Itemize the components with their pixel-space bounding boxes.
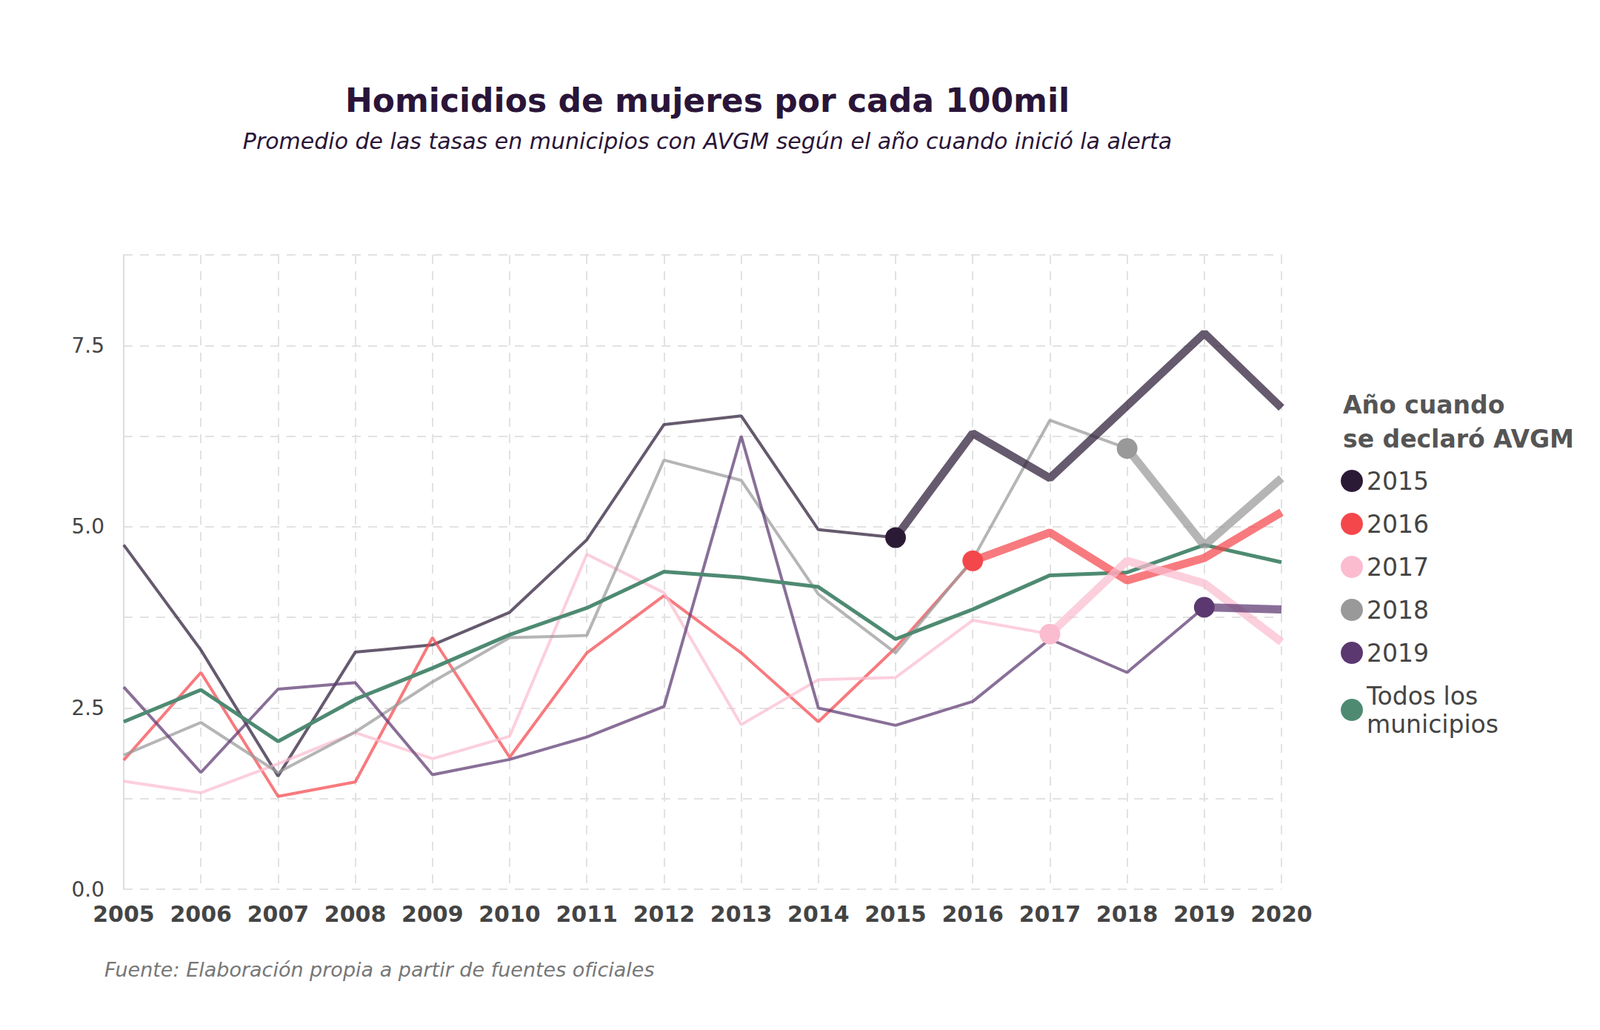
svg-text:2010: 2010	[478, 900, 541, 927]
svg-text:2017: 2017	[1366, 552, 1429, 582]
svg-text:2015: 2015	[1366, 466, 1429, 496]
svg-text:2015: 2015	[864, 900, 927, 927]
svg-text:Homicidios de mujeres por cada: Homicidios de mujeres por cada 100mil	[345, 81, 1070, 120]
svg-text:2019: 2019	[1366, 638, 1429, 668]
svg-text:2006: 2006	[169, 900, 232, 927]
svg-text:0.0: 0.0	[71, 877, 105, 902]
svg-text:5.0: 5.0	[71, 514, 105, 539]
svg-text:se declaró AVGM: se declaró AVGM	[1342, 424, 1575, 454]
svg-text:Todos los: Todos los	[1365, 681, 1486, 711]
svg-text:Año cuando: Año cuando	[1342, 390, 1505, 420]
svg-text:2018: 2018	[1096, 900, 1159, 927]
svg-text:2020: 2020	[1250, 900, 1313, 927]
svg-text:7.5: 7.5	[71, 333, 105, 358]
svg-text:municipios: municipios	[1366, 709, 1499, 739]
svg-text:2016: 2016	[941, 900, 1004, 927]
svg-text:2014: 2014	[787, 900, 850, 927]
svg-text:2019: 2019	[1173, 900, 1236, 927]
svg-text:2008: 2008	[324, 900, 386, 927]
svg-text:Fuente: Elaboración propia a p: Fuente: Elaboración propia a partir de f…	[104, 957, 655, 981]
svg-text:2018: 2018	[1366, 595, 1429, 625]
svg-text:2007: 2007	[247, 900, 310, 927]
svg-text:2.5: 2.5	[71, 695, 105, 720]
svg-text:2005: 2005	[92, 900, 155, 927]
svg-text:2012: 2012	[633, 900, 696, 927]
svg-text:Promedio de las tasas en munic: Promedio de las tasas en municipios con …	[242, 128, 1172, 155]
svg-text:2016: 2016	[1366, 509, 1429, 539]
svg-text:2013: 2013	[710, 900, 773, 927]
svg-text:2017: 2017	[1019, 900, 1082, 927]
svg-text:2009: 2009	[401, 900, 464, 927]
svg-text:2011: 2011	[555, 900, 618, 927]
